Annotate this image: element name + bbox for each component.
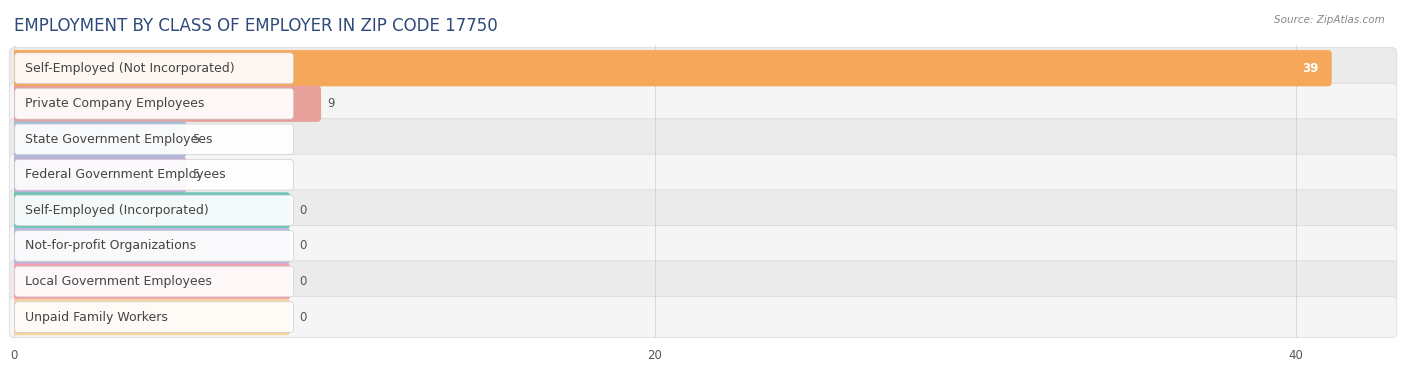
- Text: 9: 9: [326, 97, 335, 110]
- FancyBboxPatch shape: [10, 261, 1396, 302]
- FancyBboxPatch shape: [10, 225, 1396, 267]
- Text: Private Company Employees: Private Company Employees: [25, 97, 205, 110]
- FancyBboxPatch shape: [10, 157, 187, 193]
- FancyBboxPatch shape: [10, 190, 1396, 231]
- Text: Not-for-profit Organizations: Not-for-profit Organizations: [25, 240, 197, 252]
- Text: Federal Government Employees: Federal Government Employees: [25, 168, 226, 181]
- FancyBboxPatch shape: [10, 48, 1396, 89]
- Text: 0: 0: [299, 311, 307, 324]
- FancyBboxPatch shape: [10, 228, 290, 264]
- Text: Source: ZipAtlas.com: Source: ZipAtlas.com: [1274, 15, 1385, 25]
- FancyBboxPatch shape: [10, 86, 321, 122]
- FancyBboxPatch shape: [10, 192, 290, 229]
- FancyBboxPatch shape: [10, 154, 1396, 196]
- Text: 0: 0: [299, 240, 307, 252]
- FancyBboxPatch shape: [10, 83, 1396, 124]
- FancyBboxPatch shape: [14, 124, 294, 155]
- Text: Self-Employed (Not Incorporated): Self-Employed (Not Incorporated): [25, 62, 235, 75]
- FancyBboxPatch shape: [14, 53, 294, 83]
- FancyBboxPatch shape: [14, 88, 294, 119]
- FancyBboxPatch shape: [10, 50, 1331, 86]
- Text: 5: 5: [193, 133, 200, 146]
- Text: Unpaid Family Workers: Unpaid Family Workers: [25, 311, 169, 324]
- Text: Local Government Employees: Local Government Employees: [25, 275, 212, 288]
- FancyBboxPatch shape: [10, 264, 290, 300]
- Text: 5: 5: [193, 168, 200, 181]
- FancyBboxPatch shape: [10, 121, 187, 158]
- FancyBboxPatch shape: [14, 231, 294, 261]
- Text: 0: 0: [299, 275, 307, 288]
- FancyBboxPatch shape: [10, 119, 1396, 160]
- FancyBboxPatch shape: [10, 299, 290, 335]
- Text: EMPLOYMENT BY CLASS OF EMPLOYER IN ZIP CODE 17750: EMPLOYMENT BY CLASS OF EMPLOYER IN ZIP C…: [14, 17, 498, 35]
- Text: 39: 39: [1302, 62, 1319, 75]
- FancyBboxPatch shape: [14, 159, 294, 190]
- FancyBboxPatch shape: [14, 195, 294, 226]
- FancyBboxPatch shape: [10, 296, 1396, 338]
- Text: State Government Employees: State Government Employees: [25, 133, 212, 146]
- Text: 0: 0: [299, 204, 307, 217]
- Text: Self-Employed (Incorporated): Self-Employed (Incorporated): [25, 204, 209, 217]
- FancyBboxPatch shape: [14, 266, 294, 297]
- FancyBboxPatch shape: [14, 302, 294, 332]
